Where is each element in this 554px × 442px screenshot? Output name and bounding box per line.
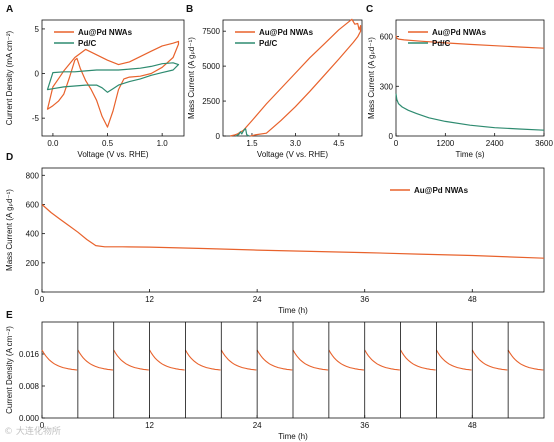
panel-c-series-1-line: [395, 35, 545, 49]
panel-b-xlabel: Voltage (V vs. RHE): [257, 150, 328, 159]
panel-b-frame: [222, 19, 363, 137]
panel-e-xlabel: Time (h): [278, 432, 308, 441]
panel-e-cycle-1: [41, 349, 78, 371]
panel-d-xtick-label: 24: [253, 295, 262, 304]
panel-b-ytick-label: 0: [216, 132, 221, 141]
panel-e-cycle-11: [400, 349, 436, 371]
panel-e-xtick-label: 48: [468, 421, 477, 430]
panel-b-series-2-line: [235, 128, 250, 137]
panel-c-legend-label: Pd/C: [432, 39, 450, 48]
panel-e-cycle-9: [328, 349, 365, 371]
panel-a-xlabel: Voltage (V vs. RHE): [77, 150, 148, 159]
panel-d-ytick-label: 400: [26, 230, 40, 239]
panel-a-legend-label: Au@Pd NWAs: [78, 28, 133, 37]
panel-d-series-1-line: [41, 204, 545, 259]
panel-b-ytick-label: 2500: [202, 97, 220, 106]
panel-e-cycle-5: [184, 349, 221, 371]
panel-c-ytick-label: 300: [380, 82, 394, 91]
watermark: © 大连化物所: [4, 427, 61, 437]
panel-a-ytick-label: -5: [32, 114, 40, 123]
panel-c-series-2-line: [395, 93, 545, 131]
panel-b-xtick-label: 1.5: [246, 139, 258, 148]
panel-d-ytick-label: 600: [26, 200, 40, 209]
panel-d-xtick-label: 12: [145, 295, 154, 304]
panel-d-xtick-label: 48: [468, 295, 477, 304]
panel-a-ylabel: Current Density (mA cm⁻²): [5, 30, 14, 125]
panel-b-xtick-label: 4.5: [333, 139, 345, 148]
panel-e-cycle-2: [77, 349, 114, 371]
panel-e-label: E: [6, 310, 13, 321]
panel-a-ytick-label: 0: [35, 70, 40, 79]
panel-a-ytick-label: 5: [35, 25, 40, 34]
panel-c-xlabel: Time (s): [455, 150, 484, 159]
panel-e-cycle-8: [292, 349, 329, 371]
panel-c-frame: [395, 19, 545, 137]
panel-a-xtick-label: 1.0: [157, 139, 169, 148]
panel-d-xtick-label: 0: [40, 295, 45, 304]
panel-e-ytick-label: 0.016: [19, 350, 40, 359]
panel-e-cycle-12: [435, 349, 472, 371]
panel-d-ylabel: Mass Current (A gₚd⁻¹): [5, 189, 14, 271]
panel-b-xtick-label: 3.0: [290, 139, 302, 148]
panel-a-legend-label: Pd/C: [78, 39, 96, 48]
panel-c-xtick-label: 0: [394, 139, 399, 148]
panel-a-frame: [41, 19, 185, 137]
panel-b-ylabel: Mass Current (A gₚd⁻¹): [187, 37, 196, 119]
panel-d-xlabel: Time (h): [278, 306, 308, 315]
panel-d-label: D: [6, 152, 13, 163]
panel-a-xtick-label: 0.0: [47, 139, 59, 148]
panel-b-series-1-line: [230, 18, 362, 137]
panel-c-ylabel: Mass Current (A gₚd⁻¹): [367, 37, 376, 119]
panel-c-legend-label: Au@Pd NWAs: [432, 28, 487, 37]
panel-b-label: B: [186, 4, 193, 15]
panel-e-cycle-13: [471, 349, 508, 371]
panel-d-ytick-label: 800: [26, 171, 40, 180]
panel-c-ytick-label: 600: [380, 33, 394, 42]
panel-e-xtick-label: 36: [360, 421, 369, 430]
panel-e-ytick-label: 0.000: [19, 414, 40, 423]
panel-c-xtick-label: 2400: [486, 139, 504, 148]
panel-e-xtick-label: 24: [253, 421, 262, 430]
panel-e-xtick-label: 12: [145, 421, 154, 430]
panel-e-cycle-7: [256, 349, 293, 371]
panel-a-series-1-line: [46, 40, 180, 128]
panel-a-label: A: [6, 4, 13, 15]
panel-b-ytick-label: 7500: [202, 27, 220, 36]
panel-d-frame: [41, 167, 545, 293]
panel-b-ytick-label: 5000: [202, 62, 220, 71]
panel-e-ylabel: Current Density (A cm⁻²): [5, 326, 14, 414]
panel-e-cycle-3: [113, 349, 149, 371]
panel-c-xtick-label: 1200: [436, 139, 454, 148]
panel-b-legend-label: Pd/C: [259, 39, 277, 48]
panel-e-cycle-14: [507, 349, 544, 371]
panel-c-ytick-label: 0: [389, 132, 394, 141]
panel-d-ytick-label: 0: [35, 288, 40, 297]
panel-e-ytick-label: 0.008: [19, 382, 40, 391]
panel-a-xtick-label: 0.5: [102, 139, 114, 148]
panel-d-legend-label: Au@Pd NWAs: [414, 186, 469, 195]
panel-e-xtick-label: 0: [40, 421, 45, 430]
panel-c-label: C: [366, 4, 373, 15]
panel-e-cycle-4: [149, 349, 185, 371]
panel-e-cycle-10: [364, 349, 400, 371]
panel-d-ytick-label: 200: [26, 259, 40, 268]
panel-c-xtick-label: 3600: [535, 139, 553, 148]
panel-b-legend-label: Au@Pd NWAs: [259, 28, 314, 37]
panel-d-xtick-label: 36: [360, 295, 369, 304]
panel-a-series-2-line: [46, 62, 180, 93]
panel-e-cycle-6: [220, 349, 257, 371]
